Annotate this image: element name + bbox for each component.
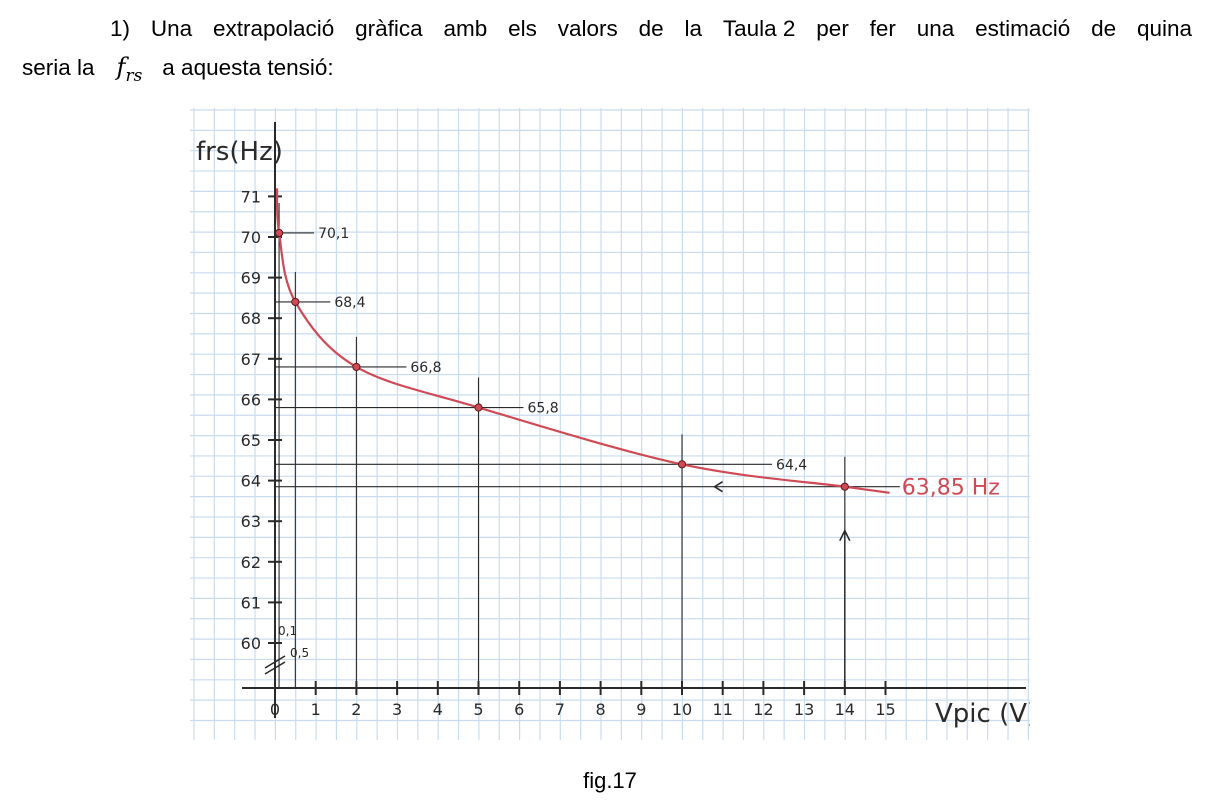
math-symbol: frs <box>117 48 143 95</box>
word: estimació <box>975 16 1071 41</box>
x-tick-label: 12 <box>753 700 773 719</box>
word: valors <box>557 16 618 41</box>
axis-break-mark <box>264 655 286 669</box>
x-tick-label: 11 <box>713 700 733 719</box>
word: per <box>816 16 849 41</box>
word: Taula 2 <box>722 16 796 41</box>
paragraph-line-1: 1) Una extrapolació gràfica amb els valo… <box>22 10 1192 48</box>
x-annotation: 0,5 <box>290 646 309 660</box>
y-tick-label: 63 <box>241 512 261 531</box>
x-tick-label: 1 <box>311 700 321 719</box>
y-tick-label: 68 <box>241 309 261 328</box>
x-tick-label: 3 <box>392 700 402 719</box>
x-tick-label: 9 <box>636 700 646 719</box>
symbol-subscript: rs <box>125 65 143 86</box>
extrapolation-arrow-head <box>839 528 851 542</box>
word: la <box>684 16 703 41</box>
data-point <box>840 482 849 491</box>
x-tick-label: 7 <box>555 700 565 719</box>
word: quina <box>1136 16 1192 41</box>
x-tick-label: 6 <box>514 700 524 719</box>
y-tick-label: 60 <box>241 634 261 653</box>
word: 1) <box>110 16 131 41</box>
data-point <box>274 228 284 238</box>
word: de <box>638 16 664 41</box>
figure-caption: fig.17 <box>583 768 637 793</box>
data-point <box>474 403 483 412</box>
estimate-label: 63,85 Hz <box>902 476 1000 501</box>
data-label: 68,4 <box>334 295 365 311</box>
data-label: 66,8 <box>410 360 441 376</box>
word: una <box>916 16 955 41</box>
x-tick-label: 4 <box>433 700 443 719</box>
x-tick-label: 2 <box>351 700 361 719</box>
y-tick-label: 64 <box>241 472 261 491</box>
y-tick-label: 61 <box>241 593 261 612</box>
y-tick-label: 67 <box>241 350 261 369</box>
frequency-vs-voltage-chart: frs(Hz)Vpic (V)6061626364656667686970710… <box>190 108 1030 740</box>
word: extrapolació <box>212 16 335 41</box>
x-tick-label: 8 <box>596 700 606 719</box>
x-tick-label: 14 <box>835 700 855 719</box>
data-label: 64,4 <box>776 457 807 473</box>
word: fer <box>869 16 896 41</box>
y-tick-label: 71 <box>241 187 261 206</box>
data-point <box>677 460 687 469</box>
y-tick-label: 66 <box>241 390 261 409</box>
line2-prefix: seria la <box>22 55 95 80</box>
y-tick-label: 69 <box>241 269 261 288</box>
data-label: 65,8 <box>528 401 559 417</box>
x-tick-label: 10 <box>672 700 692 719</box>
data-point <box>352 362 361 372</box>
data-point <box>291 297 300 307</box>
x-tick-label: 5 <box>473 700 483 719</box>
x-axis-label: Vpic (V) <box>935 699 1030 729</box>
word: amb <box>443 16 488 41</box>
y-tick-label: 62 <box>241 553 261 572</box>
y-tick-label: 70 <box>241 228 261 247</box>
paragraph: 1) Una extrapolació gràfica amb els valo… <box>22 10 1192 95</box>
x-tick-label: 0 <box>270 700 280 719</box>
data-label: 70,1 <box>318 226 349 242</box>
word: els <box>508 16 537 41</box>
extrapolation-arrow-head <box>713 481 723 493</box>
x-tick-label: 15 <box>875 700 895 719</box>
grid-paper <box>190 108 1030 740</box>
y-tick-label: 65 <box>241 431 261 450</box>
line2-suffix: a aquesta tensió: <box>162 55 334 80</box>
x-annotation: 0,1 <box>278 624 297 638</box>
word: de <box>1091 16 1117 41</box>
axis-break-mark <box>264 661 286 675</box>
symbol-base: f <box>116 53 126 81</box>
paragraph-line-2: seria la frs a aquesta tensió: <box>22 48 1192 95</box>
word: Una <box>150 16 193 41</box>
x-tick-label: 13 <box>794 700 814 719</box>
series-line <box>275 188 890 494</box>
y-axis-label: frs(Hz) <box>196 137 283 167</box>
word: gràfica <box>355 16 423 41</box>
